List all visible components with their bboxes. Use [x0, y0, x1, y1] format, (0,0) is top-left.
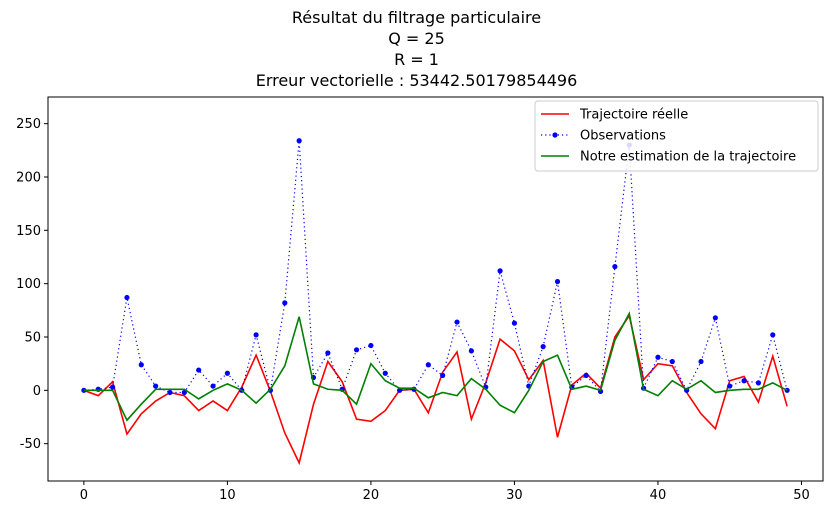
- y-tick-label: 250: [16, 117, 41, 132]
- series-2-point: [196, 367, 202, 373]
- series-2-point: [425, 362, 431, 368]
- plot-frame: [47, 96, 824, 482]
- series-2-point: [282, 300, 288, 306]
- series-2-point: [440, 372, 446, 378]
- series-2-point: [497, 268, 503, 274]
- series-2-point: [397, 387, 403, 393]
- series-2-point: [511, 320, 518, 326]
- x-tick-label: 30: [506, 488, 523, 503]
- series-2-point: [325, 350, 331, 356]
- x-tick-label: 50: [793, 488, 810, 503]
- x-tick-label: 40: [650, 488, 667, 503]
- x-tick-label: 10: [219, 488, 236, 503]
- series-2-point: [554, 278, 561, 285]
- series-2-point: [712, 315, 718, 321]
- series-line-1: [83, 313, 788, 466]
- y-tick-label: 50: [24, 331, 41, 346]
- series-2-point: [353, 347, 360, 353]
- series-2-point: [153, 383, 159, 389]
- y-tick-label: 200: [16, 171, 41, 186]
- series-2-point: [181, 389, 187, 396]
- legend-label-3: Notre estimation de la trajectoire: [580, 150, 796, 165]
- series-2-point: [755, 380, 762, 386]
- series-2-point: [727, 383, 733, 389]
- series-layer: [81, 138, 790, 466]
- chart-title-line-4: Erreur vectorielle : 53442.50179854496: [255, 71, 578, 90]
- legend-label-1: Trajectoire réelle: [579, 108, 688, 123]
- legend-box: [534, 100, 819, 172]
- series-2-point: [368, 342, 374, 349]
- series-2-point: [540, 344, 546, 350]
- y-tick-label: 150: [16, 224, 41, 239]
- series-2-point: [210, 383, 216, 389]
- y-tick-label: 0: [33, 384, 41, 399]
- series-2-point: [612, 264, 618, 270]
- legend-marker-2: [552, 132, 558, 138]
- series-line-3: [83, 311, 788, 422]
- series-2-point: [109, 384, 116, 390]
- series-2-point: [770, 332, 776, 338]
- y-tick-label: -50: [20, 437, 41, 452]
- series-2-point: [583, 372, 589, 378]
- series-2-point: [468, 348, 474, 354]
- x-tick-label: 0: [80, 488, 88, 503]
- series-2-point: [124, 294, 130, 301]
- series-2-point: [138, 362, 144, 368]
- axes-layer: 0 10 20 30 40 50 -50 0 50 100 150 200 250: [16, 96, 824, 503]
- series-2-point: [253, 332, 259, 338]
- series-2-point: [698, 358, 704, 365]
- chart-title-line-1: Résultat du filtrage particulaire: [291, 8, 542, 27]
- series-2-point: [669, 358, 675, 365]
- y-tick-label: 100: [16, 277, 41, 292]
- series-2-point: [655, 354, 661, 360]
- series-2-point: [167, 389, 173, 396]
- chart-title-line-2: Q = 25: [388, 29, 445, 48]
- series-2-point: [741, 378, 747, 384]
- chart-title-line-3: R = 1: [394, 50, 439, 69]
- legend: Trajectoire réelle Observations Notre esti…: [534, 100, 819, 172]
- series-line-2: [83, 140, 788, 394]
- series-2-point: [454, 319, 460, 325]
- legend-label-2: Observations: [580, 129, 666, 144]
- series-2-point: [224, 370, 230, 376]
- series-2-point: [382, 370, 388, 376]
- series-2-point: [81, 387, 87, 393]
- x-tick-label: 20: [363, 488, 380, 503]
- series-2-point: [296, 138, 302, 144]
